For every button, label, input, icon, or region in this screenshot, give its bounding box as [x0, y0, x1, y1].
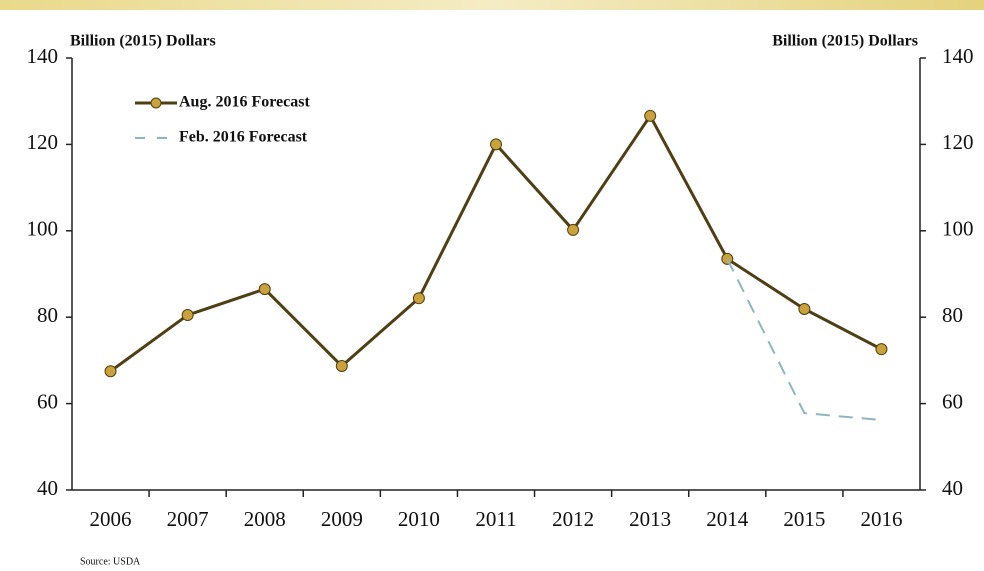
source-note: Source: USDA — [80, 556, 141, 567]
point-marker — [412, 292, 425, 305]
y2-tick-label: 100 — [942, 217, 974, 241]
y-tick-label: 140 — [27, 44, 59, 68]
x-tick-label: 2007 — [167, 507, 209, 531]
x-tick-label: 2014 — [706, 507, 749, 531]
point-marker — [644, 109, 657, 122]
y2-tick-label: 40 — [942, 476, 963, 500]
x-tick-label: 2012 — [552, 507, 594, 531]
x-tick-label: 2009 — [321, 507, 363, 531]
y2-tick-label: 140 — [942, 44, 974, 68]
y-tick-label: 120 — [27, 130, 59, 154]
point-marker — [567, 223, 580, 236]
y-tick-label: 80 — [37, 303, 58, 327]
y2-tick-label: 60 — [942, 389, 963, 413]
point-marker — [335, 360, 348, 373]
x-tick-label: 2010 — [398, 507, 440, 531]
x-tick-label: 2016 — [860, 507, 902, 531]
point-marker — [875, 343, 888, 356]
x-tick-label: 2013 — [629, 507, 671, 531]
point-marker — [258, 283, 271, 296]
x-tick-label: 2008 — [244, 507, 286, 531]
y-axis-label: Billion (2015) Dollars — [70, 33, 216, 50]
y-tick-label: 40 — [37, 476, 58, 500]
legend-label: Aug. 2016 Forecast — [179, 94, 310, 111]
legend-marker — [150, 97, 162, 109]
x-tick-label: 2015 — [783, 507, 825, 531]
series-line — [109, 114, 883, 373]
x-tick-label: 2011 — [475, 507, 516, 531]
point-marker — [181, 309, 194, 322]
y2-tick-label: 80 — [942, 303, 963, 327]
y2-tick-label: 120 — [942, 130, 974, 154]
point-marker — [490, 138, 502, 151]
y2-axis-label: Billion (2015) Dollars — [772, 33, 918, 50]
point-marker — [104, 365, 117, 378]
x-tick-label: 2006 — [90, 507, 132, 531]
series-line — [726, 258, 882, 422]
legend-label: Feb. 2016 Forecast — [179, 129, 308, 146]
top-band — [0, 0, 984, 10]
y-tick-label: 100 — [27, 217, 59, 241]
point-marker — [798, 302, 811, 315]
y-tick-label: 60 — [37, 389, 58, 413]
